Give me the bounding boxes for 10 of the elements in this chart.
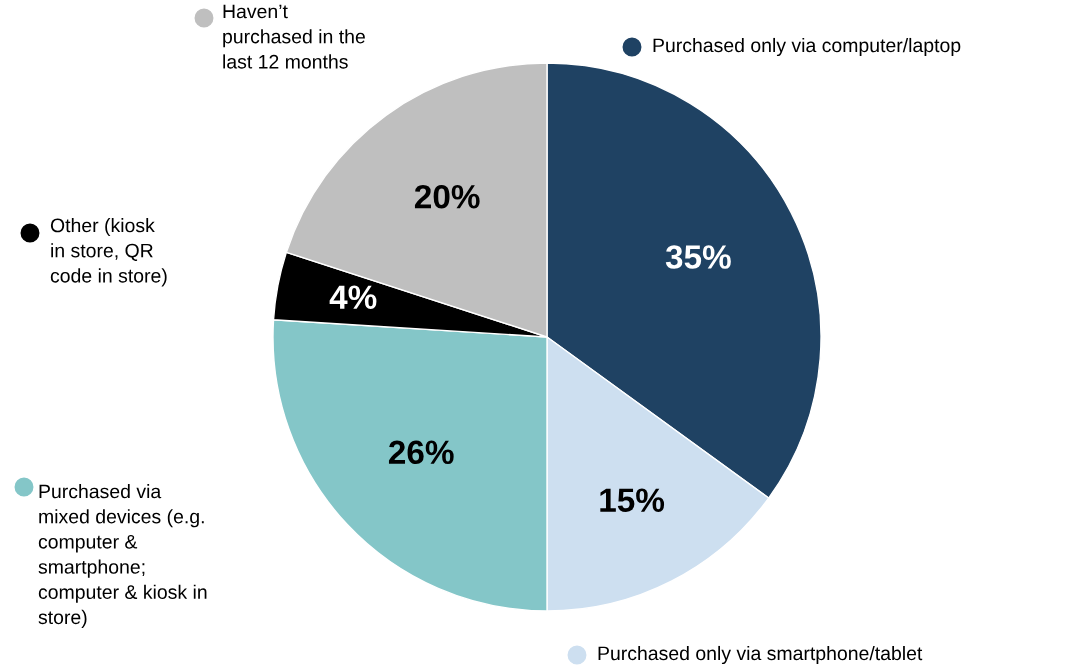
data-label: 20% [414,184,480,209]
legend-label: Purchased only via smartphone/tablet [598,645,923,665]
legend-label: Haven’t purchased in the last 12 months [223,4,365,69]
legend-label: Purchased via mixed devices (e.g. computer & smartphone; computer & kiosk in store) [38,484,207,628]
legend-label: Purchased only via computer/laptop [653,37,961,57]
legend-label: Other (kiosk in store, QR code in store) [50,218,167,287]
data-label: 26% [388,440,454,465]
data-label: 4% [329,285,377,309]
data-label: 15% [600,488,665,512]
data-label: 35% [665,245,731,269]
